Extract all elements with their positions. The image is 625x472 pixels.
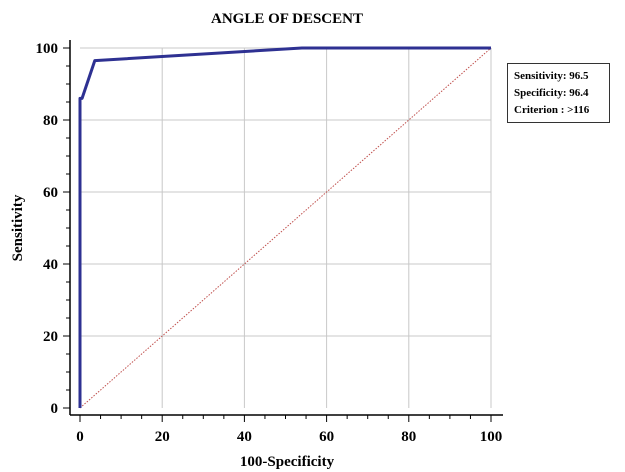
x-tick-label: 80 <box>401 429 416 445</box>
reference-diagonal <box>79 47 492 409</box>
x-tick-labels: 0 20 40 60 80 100 <box>76 429 502 445</box>
specificity-annotation: Specificity: 96.4 <box>514 87 589 99</box>
y-tick-label: 20 <box>43 329 58 345</box>
roc-curve <box>78 46 491 408</box>
x-tick-label: 40 <box>237 429 252 445</box>
axes <box>63 40 503 422</box>
y-axis-label: Sensitivity <box>10 194 26 261</box>
x-tick-label: 20 <box>155 429 170 445</box>
y-tick-label: 100 <box>36 41 59 57</box>
x-tick-label: 0 <box>76 429 84 445</box>
chart-title: ANGLE OF DESCENT <box>211 11 363 27</box>
sensitivity-annotation: Sensitivity: 96.5 <box>514 70 589 82</box>
y-tick-label: 0 <box>51 401 59 417</box>
criterion-annotation: Criterion : >116 <box>514 104 590 116</box>
criterion-annotation-box: Sensitivity: 96.5 Specificity: 96.4 Crit… <box>507 63 610 123</box>
x-tick-label: 60 <box>319 429 334 445</box>
y-tick-label: 60 <box>43 185 58 201</box>
x-axis-label: 100-Specificity <box>240 454 335 470</box>
x-tick-label: 100 <box>480 429 503 445</box>
y-tick-label: 80 <box>43 113 58 129</box>
y-tick-label: 40 <box>43 257 58 273</box>
y-tick-labels: 0 20 40 60 80 100 <box>36 41 59 417</box>
